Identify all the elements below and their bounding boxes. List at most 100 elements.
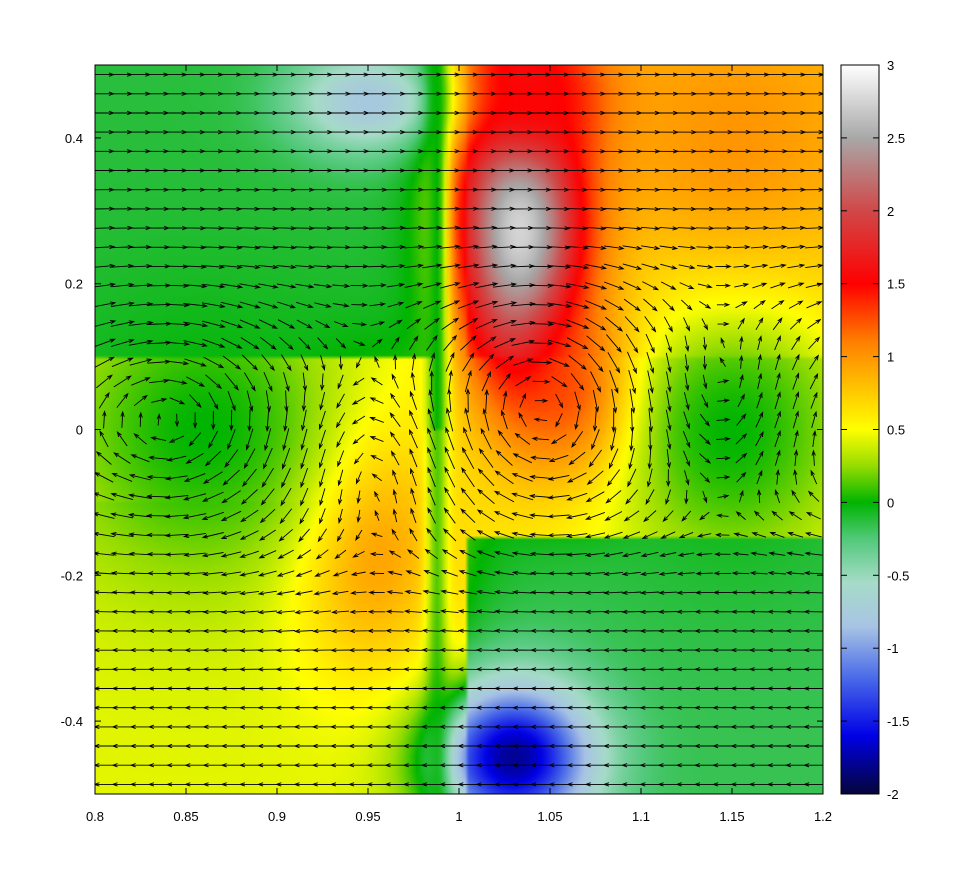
vector-arrow	[390, 450, 400, 466]
vector-arrow	[739, 373, 744, 389]
vector-arrow	[239, 571, 259, 577]
vector-arrow	[402, 686, 423, 691]
y-tick-label: -0.2	[61, 568, 83, 583]
vector-arrow	[803, 628, 823, 634]
vector-arrow	[238, 782, 260, 787]
vector-arrow	[147, 628, 169, 634]
vector-arrow	[757, 372, 763, 390]
vector-arrow	[518, 411, 527, 427]
vector-arrow	[803, 570, 823, 576]
vector-arrow	[730, 667, 751, 672]
vector-arrow	[384, 647, 405, 653]
vector-arrow	[515, 376, 532, 387]
vector-arrow	[766, 724, 787, 730]
vector-arrow	[699, 301, 712, 309]
vector-arrow	[95, 782, 114, 787]
vector-arrow	[457, 705, 478, 710]
vector-arrow	[243, 448, 256, 470]
vector-arrow	[755, 430, 764, 447]
vector-arrow	[533, 417, 548, 422]
vector-arrow	[566, 705, 587, 710]
vector-arrow	[735, 433, 748, 445]
vector-arrow	[164, 341, 191, 346]
vector-arrow	[566, 647, 587, 653]
vector-arrow	[351, 396, 366, 405]
vector-arrow	[657, 743, 678, 749]
vector-arrow	[694, 628, 715, 634]
vector-arrow	[476, 550, 496, 558]
vector-arrow	[366, 763, 387, 768]
vector-arrow	[547, 339, 572, 348]
vector-arrow	[493, 319, 517, 328]
vector-arrow	[293, 705, 314, 710]
vector-arrow	[647, 448, 652, 470]
vector-arrow	[770, 282, 786, 289]
vector-arrow	[166, 782, 187, 787]
vector-arrow	[648, 408, 653, 433]
vector-arrow	[406, 549, 420, 559]
vector-arrow	[803, 609, 823, 614]
vector-arrow	[440, 570, 458, 577]
vector-arrow	[258, 283, 279, 289]
vector-arrow	[201, 532, 224, 539]
vector-arrow	[592, 409, 598, 432]
vector-arrow	[386, 590, 403, 595]
vector-arrow	[300, 448, 308, 470]
vector-arrow	[367, 244, 388, 250]
vector-arrow	[511, 667, 533, 672]
vector-arrow	[402, 667, 423, 672]
vector-arrow	[719, 357, 726, 367]
vector-arrow	[730, 724, 751, 730]
vector-arrow	[95, 282, 116, 288]
vector-arrow	[492, 301, 518, 308]
vector-arrow	[404, 282, 424, 288]
vector-arrow	[426, 334, 438, 351]
vector-arrow	[493, 724, 514, 730]
vector-arrow	[127, 512, 152, 518]
vector-arrow	[239, 301, 261, 309]
vector-arrow	[384, 763, 405, 768]
vector-arrow	[238, 628, 260, 634]
vector-arrow	[621, 686, 642, 691]
vector-arrow	[166, 628, 187, 634]
vector-arrow	[585, 264, 608, 270]
vector-arrow	[300, 487, 309, 507]
vector-arrow	[238, 763, 260, 768]
vector-arrow	[441, 549, 458, 559]
vector-arrow	[332, 283, 351, 289]
vector-arrow	[748, 686, 769, 691]
vector-arrow	[666, 429, 672, 451]
vector-arrow	[766, 686, 787, 691]
vector-arrow	[532, 379, 551, 384]
vector-arrow	[293, 724, 314, 730]
vector-arrow	[261, 467, 274, 488]
vector-arrow	[604, 206, 625, 212]
vector-arrow	[426, 527, 437, 542]
vector-arrow	[220, 590, 242, 596]
vector-arrow	[258, 319, 278, 329]
vector-arrow	[224, 449, 239, 468]
vector-arrow	[427, 507, 436, 524]
vector-arrow	[275, 609, 296, 615]
vector-arrow	[294, 628, 314, 634]
vector-arrow	[128, 473, 152, 481]
vector-arrow	[647, 370, 654, 394]
vector-arrow	[147, 571, 170, 576]
vector-arrow	[657, 686, 678, 691]
vector-arrow	[257, 570, 277, 577]
colorbar-tick-label: 0	[887, 495, 894, 510]
vector-arrow	[712, 590, 732, 595]
vector-arrow	[757, 488, 762, 504]
vector-arrow	[584, 763, 605, 768]
vector-arrow	[182, 532, 207, 539]
vector-arrow	[110, 570, 133, 576]
x-tick-label: 1	[455, 809, 462, 824]
vector-arrow	[766, 667, 787, 672]
vector-arrow	[475, 667, 496, 672]
colorbar-tick-label: 0.5	[887, 423, 905, 438]
vector-arrow	[693, 724, 715, 730]
vector-arrow	[586, 335, 606, 352]
vector-arrow	[464, 407, 472, 432]
vector-arrow	[167, 379, 188, 385]
vector-arrow	[676, 609, 696, 614]
